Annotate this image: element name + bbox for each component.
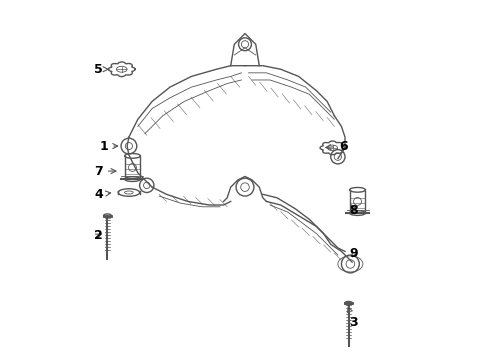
Text: 3: 3: [347, 307, 358, 329]
Text: 8: 8: [350, 204, 358, 217]
Text: 9: 9: [350, 247, 358, 260]
Text: 2: 2: [94, 229, 103, 242]
Text: 6: 6: [326, 140, 347, 153]
Text: 4: 4: [94, 188, 111, 201]
Text: 5: 5: [94, 63, 109, 76]
Text: 1: 1: [99, 140, 118, 153]
Text: 7: 7: [94, 165, 116, 177]
